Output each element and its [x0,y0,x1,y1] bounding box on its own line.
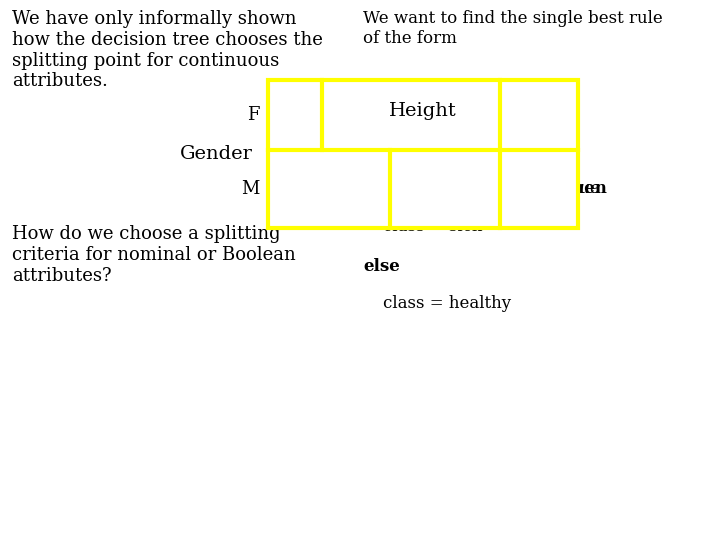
Text: How do we choose a splitting
criteria for nominal or Boolean
attributes?: How do we choose a splitting criteria fo… [12,225,296,285]
Text: else: else [363,258,400,275]
Text: F: F [248,106,260,124]
Bar [268,80,578,228]
Text: then: then [553,180,607,197]
Text: We want to find the single best rule
of the form: We want to find the single best rule of … [363,10,662,46]
Text: class = healthy: class = healthy [383,295,511,312]
Text: Gender: Gender [179,145,253,163]
Text: Height: Height [389,102,457,120]
Text: somefeature = somevalue: somefeature = somevalue [381,180,600,197]
Text: if: if [363,180,382,197]
Text: M: M [242,180,260,198]
Text: class = sick: class = sick [383,218,482,235]
Text: We have only informally shown
how the decision tree chooses the
splitting point : We have only informally shown how the de… [12,10,323,90]
